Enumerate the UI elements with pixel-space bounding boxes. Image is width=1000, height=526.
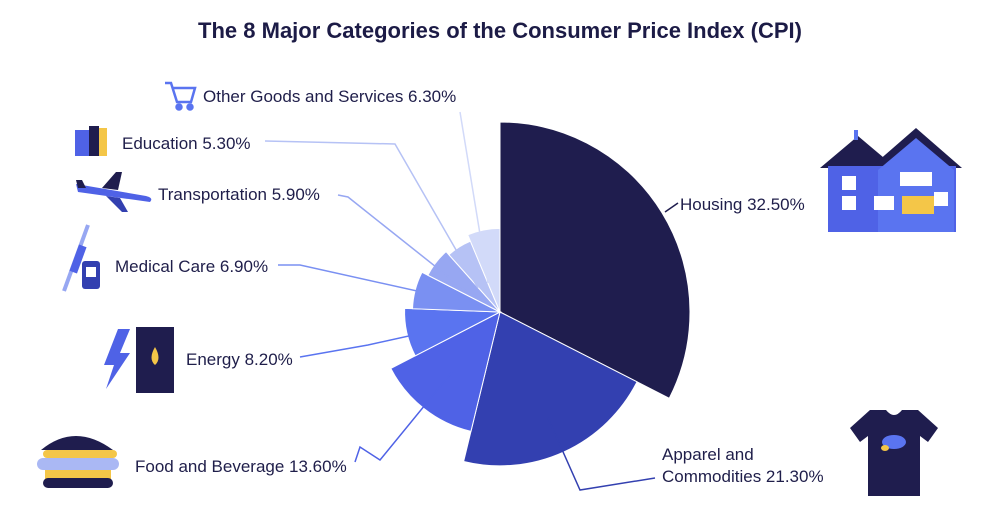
- tshirt-icon: [850, 410, 938, 496]
- slice-label: Apparel and: [662, 445, 754, 464]
- leader-line: [547, 417, 656, 491]
- slice-label: Commodities 21.30%: [662, 467, 824, 486]
- oil-barrel-icon: [104, 327, 174, 393]
- burger-icon: [37, 436, 119, 488]
- pie-slice-apparel-and-commodities: [463, 311, 638, 467]
- chart-title: The 8 Major Categories of the Consumer P…: [198, 18, 802, 43]
- slice-label: Food and Beverage 13.60%: [135, 457, 347, 476]
- leader-line: [664, 202, 679, 213]
- pie-slice-energy: [404, 307, 502, 357]
- slice-label: Housing 32.50%: [680, 195, 805, 214]
- slice-label: Medical Care 6.90%: [115, 257, 268, 276]
- leader-line: [459, 111, 489, 284]
- slice-label: Other Goods and Services 6.30%: [203, 87, 456, 106]
- books-icon: [75, 126, 107, 156]
- leader-line: [264, 140, 479, 289]
- syringe-icon: [62, 224, 100, 292]
- leader-line: [354, 371, 453, 463]
- pie-slice-food-and-beverage: [390, 311, 501, 433]
- slice-label: Transportation 5.90%: [158, 185, 320, 204]
- shopping-cart-icon: [165, 81, 197, 111]
- leader-line: [299, 325, 455, 358]
- slice-label: Education 5.30%: [122, 134, 251, 153]
- pie-slice-housing: [499, 121, 691, 399]
- slice-labels: Housing 32.50% Apparel and Commodities 21.…: [115, 87, 824, 486]
- pie-slice-transportation: [427, 250, 501, 313]
- pie-slices: [390, 121, 691, 467]
- pie-slice-other-goods-and-services: [467, 227, 501, 313]
- airplane-icon: [76, 172, 152, 212]
- house-icon: [820, 128, 962, 232]
- leader-line: [278, 264, 463, 302]
- leader-lines: [264, 111, 679, 491]
- slice-label: Energy 8.20%: [186, 350, 293, 369]
- leader-line: [337, 194, 471, 295]
